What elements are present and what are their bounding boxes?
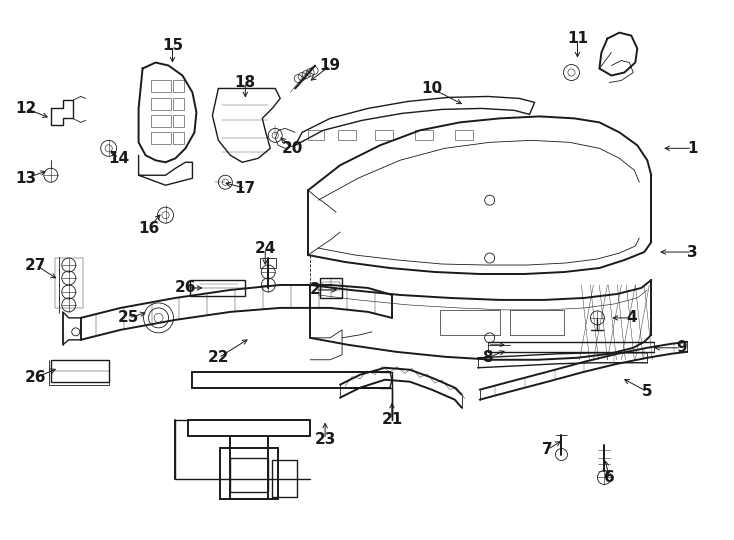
Bar (230, 457, 268, 492)
Text: 18: 18 (235, 75, 256, 90)
Bar (322, 282, 340, 290)
Bar (440, 310, 500, 335)
Text: 16: 16 (138, 221, 159, 235)
Bar (220, 448, 278, 500)
Bar (150, 116, 170, 127)
Bar (150, 132, 170, 144)
Text: 23: 23 (314, 432, 335, 447)
Bar (55, 258, 83, 308)
Bar (415, 130, 433, 140)
Bar (172, 98, 184, 110)
Text: 25: 25 (118, 310, 139, 326)
Text: 27: 27 (25, 258, 46, 273)
Text: 26: 26 (175, 280, 196, 295)
Bar (172, 80, 184, 92)
Text: 19: 19 (319, 58, 341, 73)
Text: 8: 8 (482, 350, 493, 365)
Bar (261, 258, 276, 268)
Text: 1: 1 (687, 141, 697, 156)
Text: 12: 12 (15, 101, 37, 116)
Text: 2: 2 (310, 282, 321, 298)
Bar (320, 278, 342, 298)
Bar (308, 130, 324, 140)
Text: 10: 10 (421, 81, 443, 96)
Text: 7: 7 (542, 442, 553, 457)
Text: 21: 21 (381, 412, 402, 427)
Text: 9: 9 (676, 340, 686, 355)
Text: 22: 22 (208, 350, 229, 365)
Bar (190, 280, 245, 296)
Bar (51, 360, 109, 382)
Bar (338, 130, 356, 140)
Text: 4: 4 (626, 310, 636, 326)
Bar (455, 130, 473, 140)
Text: 15: 15 (162, 38, 183, 53)
Text: 14: 14 (108, 151, 129, 166)
Text: 17: 17 (235, 181, 256, 195)
Text: 3: 3 (687, 245, 697, 260)
Bar (172, 116, 184, 127)
Bar (509, 310, 564, 335)
Bar (272, 460, 297, 497)
Bar (172, 132, 184, 144)
Text: 24: 24 (255, 240, 276, 255)
Bar (375, 130, 393, 140)
Text: 11: 11 (567, 31, 588, 46)
Bar (150, 98, 170, 110)
Bar (150, 80, 170, 92)
Text: 26: 26 (25, 370, 46, 385)
Text: 20: 20 (282, 141, 303, 156)
Text: 13: 13 (15, 171, 37, 186)
Text: 5: 5 (642, 384, 653, 399)
Text: 6: 6 (604, 470, 615, 485)
